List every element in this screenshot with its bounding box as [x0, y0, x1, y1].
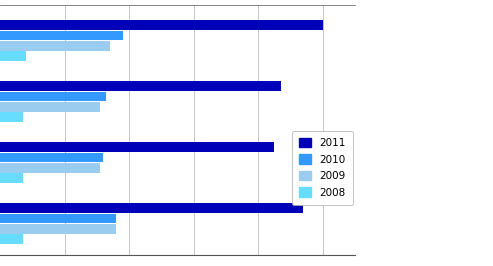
Bar: [0, 92, 106, 101]
Bar: [0, 52, 26, 61]
Bar: [0, 214, 116, 223]
Bar: [0, 81, 281, 91]
Bar: [0, 41, 110, 51]
Legend: 2011, 2010, 2009, 2008: 2011, 2010, 2009, 2008: [291, 131, 353, 205]
Bar: [0, 102, 100, 112]
Bar: [0, 234, 23, 244]
Bar: [0, 224, 116, 234]
Bar: [0, 142, 274, 152]
Bar: [0, 163, 100, 173]
Bar: [0, 20, 323, 30]
Bar: [0, 31, 123, 40]
Bar: [0, 173, 23, 183]
Bar: [0, 153, 103, 162]
Bar: [0, 203, 303, 213]
Bar: [0, 113, 23, 122]
